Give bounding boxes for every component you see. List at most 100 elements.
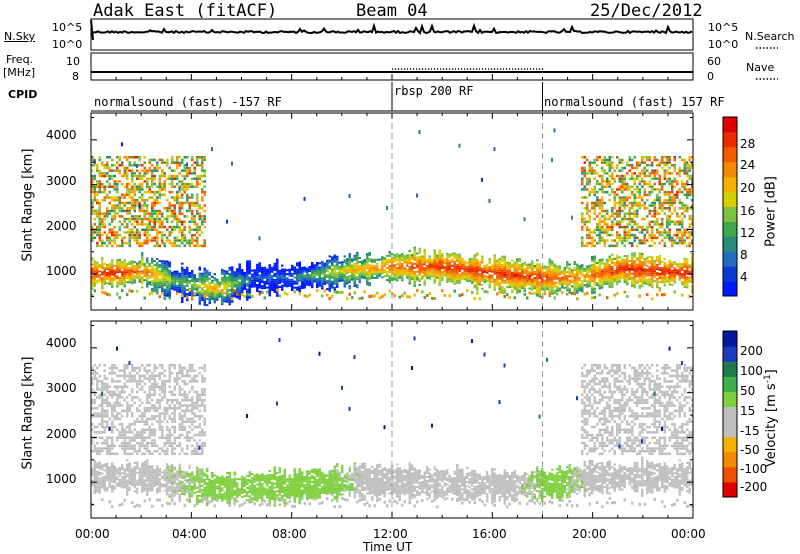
upper-echo-cell (123, 231, 126, 234)
heat-cell (568, 283, 571, 286)
upper-echo-cell (606, 233, 609, 237)
heat-cell (238, 297, 241, 300)
heat-cell (423, 253, 426, 256)
upper-echo-cell (588, 193, 591, 197)
upper-echo-cell (101, 182, 104, 186)
upper-echo-cell (141, 209, 144, 213)
heat-cell (391, 271, 394, 274)
heat-cell (673, 277, 676, 280)
upper-echo-cell (683, 158, 686, 162)
heat-cell (238, 273, 241, 276)
upper-echo-cell (596, 156, 599, 159)
heat-cell (541, 270, 544, 273)
heat-cell (151, 271, 154, 274)
heat-cell (96, 480, 99, 483)
upper-echo-cell (116, 233, 119, 237)
heat-cell (611, 265, 614, 268)
upper-echo-cell (618, 199, 621, 202)
heat-cell (691, 267, 694, 270)
heat-cell (171, 283, 174, 286)
upper-echo-cell (96, 385, 99, 388)
upper-echo-cell (171, 241, 174, 245)
heat-cell (248, 264, 251, 267)
upper-echo-cell (581, 196, 584, 199)
heat-cell (216, 280, 219, 283)
heat-cell (558, 289, 561, 292)
heat-cell (678, 274, 681, 277)
heat-cell (493, 266, 496, 269)
upper-echo-cell (116, 199, 119, 202)
upper-echo-cell (588, 180, 591, 183)
heat-cell (556, 275, 559, 278)
heat-cell (101, 257, 104, 260)
upper-echo-cell (203, 174, 206, 178)
heat-cell (503, 269, 506, 272)
heat-cell (396, 271, 399, 274)
heat-cell (673, 269, 676, 272)
ground-scatter-cell (136, 289, 139, 293)
ground-scatter-cell (128, 289, 131, 293)
upper-echo-cell (601, 207, 604, 210)
heat-cell (593, 279, 596, 282)
heat-cell (423, 263, 426, 266)
heat-cell (98, 477, 101, 480)
upper-echo-cell (123, 220, 126, 223)
heat-cell (438, 271, 441, 274)
heat-cell (616, 258, 619, 261)
heat-cell (403, 257, 406, 260)
upper-echo-cell (178, 204, 181, 207)
heat-cell (171, 271, 174, 274)
upper-echo-cell (161, 231, 164, 234)
heat-cell (518, 274, 521, 277)
ground-scatter-cell (126, 293, 129, 297)
heat-cell (346, 264, 349, 267)
heat-cell (91, 279, 94, 282)
heat-cell (208, 287, 211, 290)
upper-echo-cell (121, 239, 124, 242)
ground-scatter-cell (378, 296, 381, 300)
upper-echo-cell (203, 172, 206, 175)
upper-echo-cell (101, 239, 104, 242)
upper-echo-cell (198, 204, 201, 207)
upper-echo-cell (611, 174, 614, 178)
upper-echo-cell (666, 180, 669, 183)
upper-echo-cell (196, 180, 199, 183)
heat-cell (291, 289, 294, 291)
upper-echo-cell (616, 212, 619, 215)
heat-cell (221, 270, 224, 273)
upper-echo-cell (93, 188, 96, 191)
heat-cell (531, 278, 534, 281)
upper-echo-cell (651, 185, 654, 188)
heat-cell (181, 280, 184, 283)
heat-cell (96, 464, 99, 467)
upper-echo-cell (678, 174, 681, 178)
upper-echo-cell (128, 228, 131, 231)
heat-cell (161, 266, 164, 269)
heat-cell (673, 279, 676, 282)
heat-cell (518, 264, 521, 267)
heat-cell (468, 270, 471, 273)
heat-cell (278, 277, 281, 280)
heat-cell (336, 283, 339, 286)
upper-echo-cell (631, 164, 634, 167)
heat-cell (598, 271, 601, 274)
ground-scatter-cell (511, 290, 514, 293)
upper-echo-cell (103, 223, 106, 226)
upper-echo-cell (163, 185, 166, 188)
heat-cell (658, 262, 661, 265)
upper-echo-cell (636, 228, 639, 231)
upper-echo-cell (106, 185, 109, 188)
heat-cell (313, 274, 316, 277)
heat-cell (476, 278, 479, 281)
upper-echo-cell (101, 212, 104, 215)
heat-cell (153, 282, 156, 285)
heat-cell (558, 287, 561, 290)
heat-cell (251, 277, 254, 280)
ground-scatter-cell (506, 293, 509, 297)
heat-cell (108, 283, 111, 285)
heat-cell (466, 275, 469, 278)
heat-cell (168, 291, 171, 294)
upper-echo-cell (651, 188, 654, 191)
ground-scatter-cell (646, 293, 649, 297)
upper-echo-cell (128, 201, 131, 205)
